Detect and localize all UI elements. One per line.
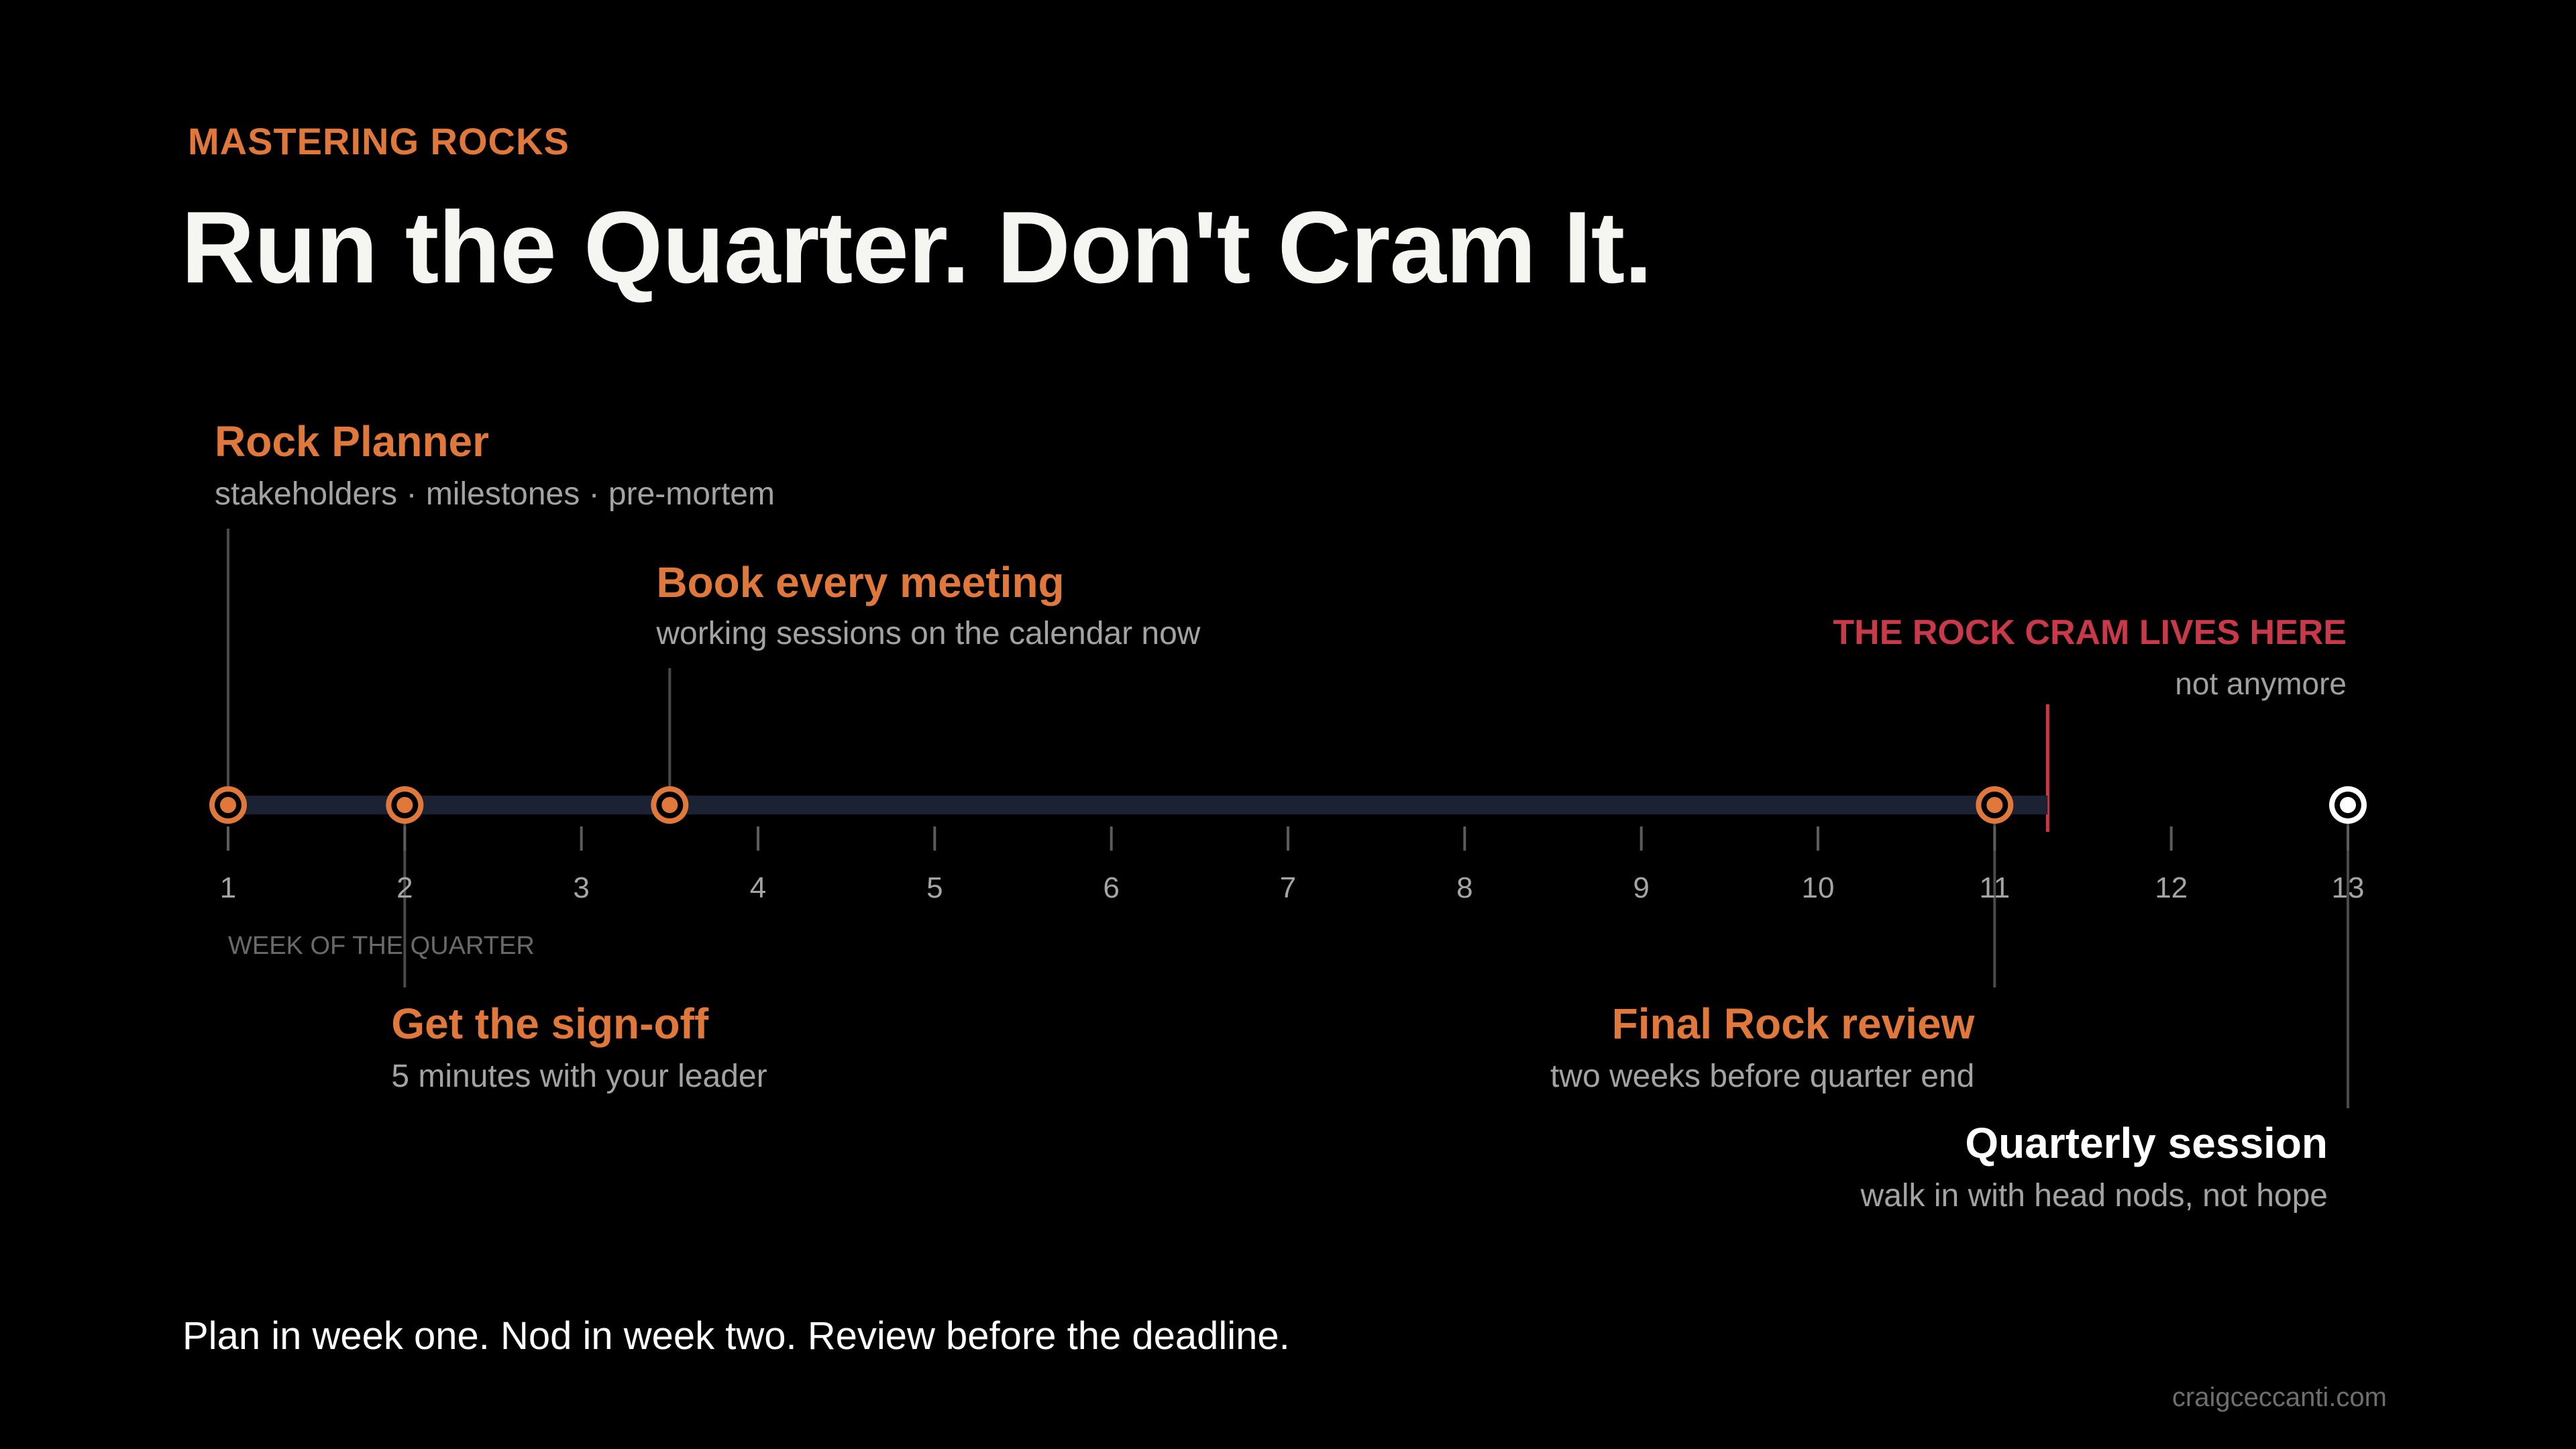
milestone-subtitle: working sessions on the calendar now [655,616,1200,651]
week-label: 3 [573,871,589,904]
week-label: 13 [2332,871,2365,904]
week-label: 6 [1103,871,1119,904]
week-label: 2 [396,871,413,904]
milestone-subtitle: two weeks before quarter end [1550,1059,1974,1094]
week-label: 5 [926,871,943,904]
milestone-marker-dot [1986,797,2003,813]
week-label: 10 [1802,871,1835,904]
axis-label: WEEK OF THE QUARTER [228,932,535,960]
milestone-marker-dot [396,797,413,813]
page-title: Run the Quarter. Don't Cram It. [181,191,1652,305]
week-label: 1 [220,871,236,904]
week-label: 8 [1456,871,1472,904]
week-label: 4 [750,871,766,904]
footer-tagline: Plan in week one. Nod in week two. Revie… [182,1314,1290,1358]
week-label: 12 [2155,871,2188,904]
milestone-subtitle: walk in with head nods, not hope [1860,1178,2328,1214]
milestone-marker-dot [2340,797,2356,813]
milestone-title: Final Rock review [1612,1000,1975,1048]
eyebrow: MASTERING ROCKS [188,120,570,162]
milestone-marker-dot [661,797,678,813]
week-label: 7 [1280,871,1296,904]
milestone-title: Get the sign-off [391,1000,709,1048]
week-label: 11 [1979,871,2010,904]
milestone-subtitle: 5 minutes with your leader [391,1059,767,1094]
milestone-title: Rock Planner [215,417,489,466]
milestone-marker-dot [220,797,236,813]
milestone-subtitle: stakeholders · milestones · pre-mortem [215,476,775,512]
cram-zone-subtitle: not anymore [2175,666,2347,701]
credit-link[interactable]: craigceccanti.com [2171,1383,2387,1412]
milestone-title: Book every meeting [656,558,1064,606]
cram-zone-title: THE ROCK CRAM LIVES HERE [1833,613,2347,652]
week-label: 9 [1633,871,1649,904]
milestone-title: Quarterly session [1965,1119,2328,1167]
